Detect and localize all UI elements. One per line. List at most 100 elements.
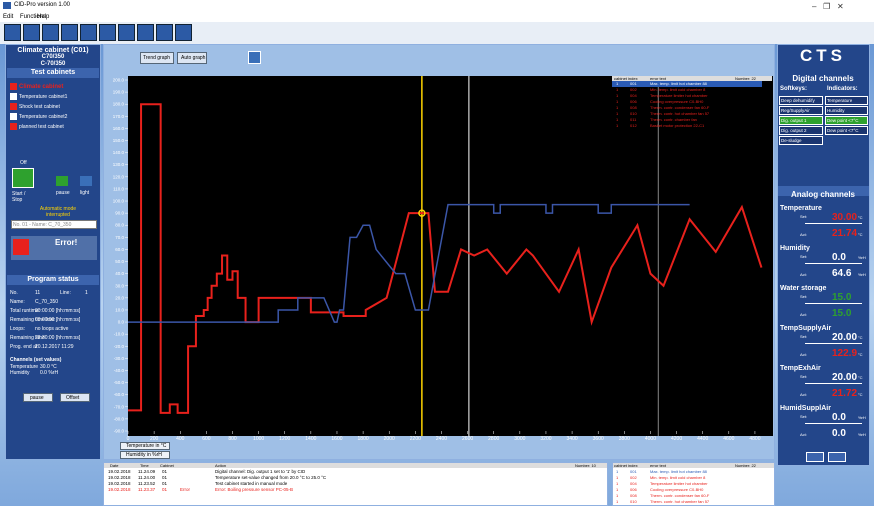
- act-label: Act:: [800, 432, 807, 437]
- softkey[interactable]: [779, 96, 823, 105]
- softkey[interactable]: [779, 126, 823, 135]
- section-title: Test cabinets: [30, 69, 76, 76]
- cabinet-item[interactable]: Temperature cabinet2: [19, 114, 68, 120]
- toolbar-button[interactable]: [42, 24, 59, 41]
- set-label: Set:: [800, 374, 808, 379]
- indicator: [825, 126, 868, 135]
- channel-field: Humidity: [10, 370, 30, 376]
- cabinet-item[interactable]: planned test cabinet: [19, 124, 64, 130]
- softkey[interactable]: [779, 136, 823, 145]
- y-tick-label: -80.0: [114, 416, 125, 421]
- toolbar-button[interactable]: [23, 24, 40, 41]
- set-label: Set:: [800, 214, 808, 219]
- column-header: Number: 22: [735, 76, 756, 81]
- nav-button[interactable]: [828, 452, 846, 462]
- button[interactable]: [60, 393, 90, 402]
- column-header: Time: [140, 463, 149, 468]
- softkey[interactable]: [779, 106, 823, 115]
- table-header: [613, 463, 774, 468]
- plot-area: [128, 76, 773, 436]
- softkey[interactable]: [779, 116, 823, 125]
- toolbar-button[interactable]: [156, 24, 173, 41]
- softkey-label[interactable]: Reg/SupplyAir: [781, 108, 810, 113]
- cabinet-item[interactable]: Shock test cabinet: [19, 104, 60, 110]
- legend-entry[interactable]: Temperature in °C: [126, 443, 167, 449]
- toolbar-button[interactable]: [99, 24, 116, 41]
- softkey-label[interactable]: Dig. output 2: [781, 128, 807, 133]
- light-icon[interactable]: [80, 176, 92, 186]
- pause-button[interactable]: pause: [30, 395, 44, 401]
- window-controls[interactable]: – ❐ ✕: [812, 2, 844, 11]
- auto-graph-button[interactable]: Auto graph: [181, 55, 206, 61]
- program-select-text: No. 01 - Name: C_70_350: [13, 222, 72, 228]
- error-cell: 001: [630, 469, 637, 474]
- toolbar-button[interactable]: [61, 24, 78, 41]
- window-title: CID-Pro version 1.00: [14, 2, 71, 8]
- button[interactable]: [177, 52, 207, 64]
- error-log-panel: [612, 462, 775, 506]
- channel-name: Humidity: [780, 245, 810, 252]
- scale-bar: [805, 303, 862, 304]
- set-value: 15.0: [832, 292, 852, 303]
- menu-item[interactable]: Edit: [3, 14, 14, 20]
- act-label: Act:: [800, 232, 807, 237]
- cabinet-item[interactable]: Temperature cabinet1: [19, 94, 68, 100]
- indicator-label: Dew point <7°C: [827, 128, 859, 133]
- menu-item[interactable]: Help: [37, 14, 50, 20]
- cabinet-item[interactable]: Climate cabinet: [19, 84, 64, 90]
- button[interactable]: [23, 393, 53, 402]
- scale-bar: [805, 343, 862, 344]
- x-tick-label: 400: [176, 436, 185, 442]
- x-tick-label: 3800: [619, 436, 630, 442]
- y-tick-label: 10.0: [115, 307, 124, 312]
- scale-bar: [805, 223, 862, 224]
- unit: %rH: [858, 432, 866, 437]
- softkey-label[interactable]: De-sludge: [781, 138, 802, 143]
- toolbar-button[interactable]: [80, 24, 97, 41]
- start-stop-button[interactable]: [12, 168, 34, 188]
- pause-icon[interactable]: [56, 176, 68, 186]
- y-tick-label: 80.0: [115, 223, 124, 228]
- toolbar-button[interactable]: [4, 24, 21, 41]
- error-cell: 012: [630, 123, 637, 128]
- button[interactable]: [140, 52, 174, 64]
- nav-button[interactable]: [806, 452, 824, 462]
- error-cell: Min. temp. limit cold chamber 8: [650, 87, 706, 92]
- legend-button[interactable]: [120, 442, 170, 450]
- set-label: Set:: [800, 294, 808, 299]
- log-cell: 11.24.09: [138, 469, 156, 474]
- program-select[interactable]: [11, 220, 97, 229]
- y-tick-label: -40.0: [114, 368, 125, 373]
- menu-item[interactable]: Functions: [20, 14, 47, 20]
- legend-button[interactable]: [120, 451, 170, 459]
- x-tick-label: 1400: [305, 436, 316, 442]
- channel-field: 0.0 %rH: [40, 370, 59, 376]
- y-tick-label: 130.0: [113, 162, 125, 167]
- header: [778, 186, 869, 196]
- trend-graph-button[interactable]: Trend graph: [143, 55, 171, 61]
- toolbar-button[interactable]: [137, 24, 154, 41]
- error-cell: 006: [630, 487, 637, 492]
- graph-icon[interactable]: [248, 51, 261, 64]
- softkey-label[interactable]: Deep dehumidify: [781, 98, 815, 103]
- unit: %rH: [858, 272, 866, 277]
- legend-entry[interactable]: Humidity in %rH: [126, 452, 162, 458]
- error-cell: 1: [616, 117, 619, 122]
- logo: CTS: [800, 46, 846, 65]
- toolbar-button[interactable]: [175, 24, 192, 41]
- error-cell: Cooling overpressure C0-BH0: [650, 99, 704, 104]
- offset-button[interactable]: Offset: [66, 395, 80, 401]
- column-header: index: [628, 463, 638, 468]
- y-tick-label: 110.0: [113, 186, 124, 191]
- error-cell: 1: [616, 123, 619, 128]
- error-cell: 1: [616, 469, 619, 474]
- log-cell: 01: [162, 487, 168, 492]
- status-field: Total runtime:: [10, 308, 41, 314]
- header: [7, 68, 99, 78]
- softkey-label[interactable]: Dig. output 1: [781, 118, 807, 123]
- x-tick-label: 0: [127, 436, 130, 442]
- error-cell: Therm. contr. hot chamber fan 57: [650, 499, 710, 504]
- toolbar-button[interactable]: [118, 24, 135, 41]
- scale-bar: [805, 423, 862, 424]
- act-value: 122.9: [832, 348, 858, 359]
